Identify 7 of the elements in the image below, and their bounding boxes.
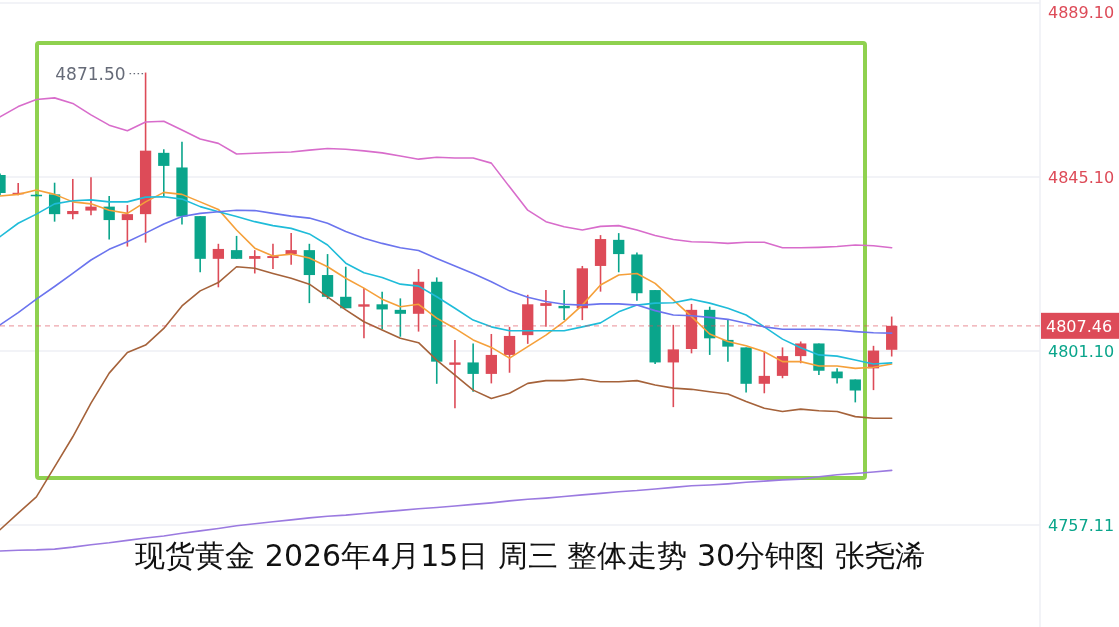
ref-line-label: 4807.46 bbox=[1046, 316, 1113, 336]
y-tick-label: 4889.10 bbox=[1048, 3, 1115, 22]
text: 现货黄金 2026年4月15日 周三 整体走势 30分钟图 张尧浠 bbox=[135, 538, 925, 573]
y-tick-label: 4757.11 bbox=[1048, 515, 1115, 535]
y-tick-label: 4845.10 bbox=[1048, 167, 1115, 187]
annotation: 4871.50 bbox=[55, 63, 126, 84]
y-tick-label: 4801.10 bbox=[1048, 341, 1115, 361]
